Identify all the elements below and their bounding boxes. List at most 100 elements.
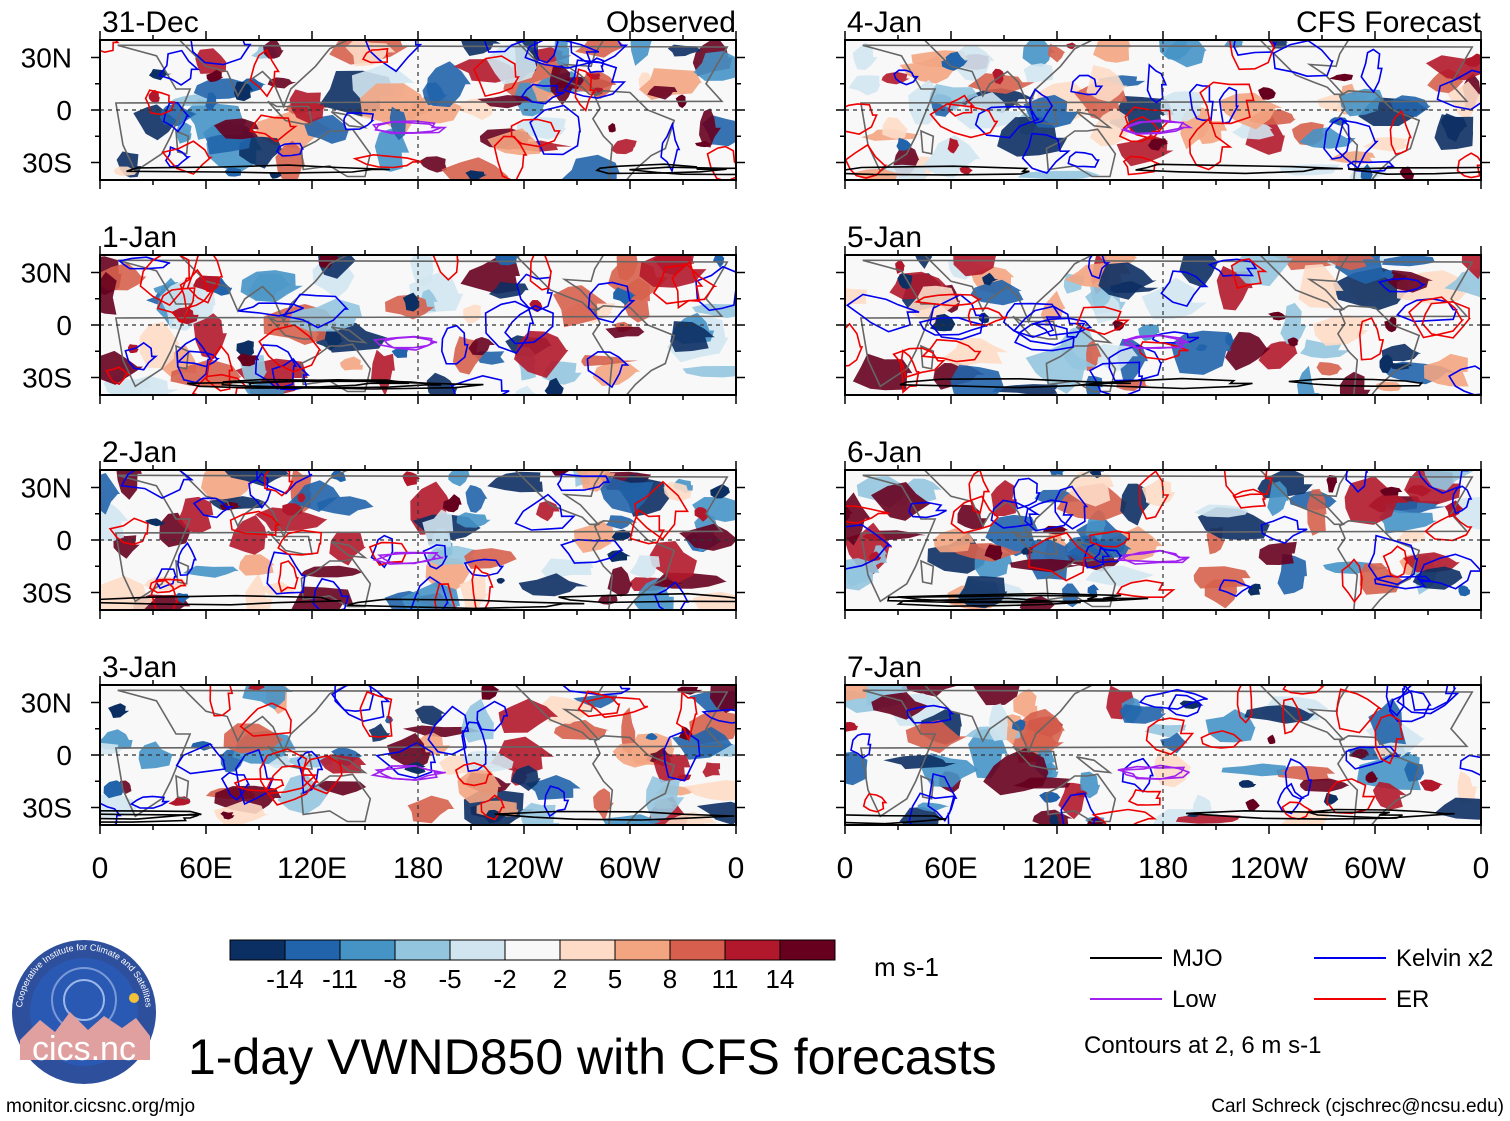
- er-contour: [968, 470, 991, 515]
- kelvin-contour: [1218, 579, 1252, 598]
- vwnd-core: [145, 518, 166, 527]
- x-tick-label: 60W: [599, 852, 661, 885]
- vwnd-core: [544, 377, 564, 395]
- coastline: [178, 685, 348, 754]
- vwnd-shade: [629, 555, 661, 579]
- vwnd-core: [385, 715, 394, 724]
- er-contour: [149, 578, 187, 594]
- kelvin-contour: [1060, 792, 1100, 825]
- er-contour: [352, 153, 422, 169]
- kelvin-contour: [1334, 119, 1379, 170]
- vwnd-core: [1039, 791, 1061, 803]
- er-contour: [629, 508, 665, 545]
- vwnd-shade: [692, 497, 736, 522]
- colorbar-tick-label: -5: [438, 964, 461, 994]
- kelvin-contour: [1088, 361, 1144, 395]
- legend-label: ER: [1396, 986, 1429, 1013]
- chart-title: 1-day VWND850 with CFS forecasts: [188, 1029, 997, 1085]
- vwnd-field: [845, 255, 1481, 395]
- vwnd-core: [1195, 344, 1208, 351]
- panel-date: 31-Dec: [102, 6, 199, 39]
- vwnd-shade: [441, 157, 509, 180]
- vwnd-core: [1458, 585, 1471, 597]
- vwnd-core: [103, 780, 124, 799]
- er-contour: [1335, 688, 1383, 734]
- kelvin-contour: [587, 281, 636, 324]
- mjo-contour: [1348, 166, 1481, 176]
- vwnd-shade: [289, 298, 362, 332]
- kelvin-contour: [312, 577, 350, 610]
- vwnd-core: [1238, 780, 1257, 788]
- kelvin-contour: [120, 470, 194, 499]
- vwnd-shade: [100, 350, 144, 385]
- er-contour: [1281, 697, 1303, 735]
- kelvin-contour: [529, 104, 582, 156]
- vwnd-core: [297, 493, 306, 503]
- coastline: [1012, 745, 1058, 770]
- vwnd-shade: [921, 135, 981, 179]
- x-tick-label: 60E: [179, 852, 232, 885]
- vwnd-shade: [100, 501, 129, 542]
- kelvin-contour: [275, 142, 305, 157]
- kelvin-contour: [543, 785, 570, 818]
- x-tick-label: 0: [728, 852, 745, 885]
- kelvin-contour: [504, 304, 554, 345]
- er-contour: [368, 541, 409, 566]
- er-contour: [150, 579, 179, 610]
- y-tick-label: 30N: [21, 473, 72, 504]
- vwnd-shade: [1299, 127, 1356, 149]
- vwnd-core: [1245, 798, 1260, 812]
- mjo-contour: [126, 164, 390, 174]
- continents: [859, 40, 1474, 180]
- er-contour: [1341, 558, 1364, 604]
- vwnd-core: [710, 484, 730, 499]
- vwnd-core: [1086, 816, 1107, 825]
- low-contour: [371, 120, 448, 135]
- colorbar-tick-label: 5: [608, 964, 622, 994]
- er-contour: [301, 755, 343, 795]
- colorbar-tick-label: -8: [383, 964, 406, 994]
- vwnd-shade: [245, 573, 273, 610]
- er-contour: [1115, 579, 1176, 598]
- legend-note: Contours at 2, 6 m s-1: [1084, 1032, 1321, 1059]
- er-contour: [480, 794, 506, 821]
- vwnd-shade: [1381, 343, 1422, 362]
- mjo-contour: [629, 166, 736, 176]
- x-tick-label: 0: [92, 852, 109, 885]
- coastline: [920, 559, 935, 585]
- kelvin-contour: [908, 501, 947, 519]
- colorbar-tick-label: 2: [553, 964, 567, 994]
- kelvin-contour: [297, 750, 324, 795]
- vwnd-shade: [1232, 120, 1275, 140]
- kelvin-contour: [422, 544, 448, 570]
- vwnd-core: [404, 761, 426, 775]
- coastline: [267, 530, 313, 555]
- colorbar-tick-label: 8: [663, 964, 677, 994]
- colorbar-tick-label: -2: [493, 964, 516, 994]
- kelvin-contour: [1284, 757, 1313, 800]
- coastline: [1075, 111, 1113, 129]
- logo-mountains: [20, 1012, 150, 1060]
- vwnd-shade: [100, 473, 120, 515]
- er-contour: [652, 263, 718, 305]
- vwnd-shade: [1231, 255, 1293, 287]
- vwnd-shade: [699, 108, 721, 148]
- vwnd-shade: [1258, 341, 1298, 370]
- kelvin-contour: [177, 541, 197, 577]
- coastline: [330, 756, 368, 774]
- vwnd-shade: [1316, 362, 1343, 376]
- panel-date: 7-Jan: [847, 651, 922, 684]
- vwnd-core: [148, 89, 160, 103]
- vwnd-shade: [1141, 277, 1207, 320]
- mjo-contour: [558, 592, 736, 604]
- kelvin-contour: [1417, 470, 1470, 494]
- vwnd-core: [1464, 53, 1481, 67]
- er-contour: [1456, 152, 1481, 179]
- vwnd-shade: [1225, 331, 1271, 371]
- colorbar-swatch: [504, 939, 561, 961]
- coastline: [923, 40, 1093, 109]
- kelvin-contour: [906, 704, 955, 724]
- er-contour: [892, 347, 946, 379]
- er-contour: [1236, 685, 1253, 724]
- vwnd-shade: [670, 321, 715, 352]
